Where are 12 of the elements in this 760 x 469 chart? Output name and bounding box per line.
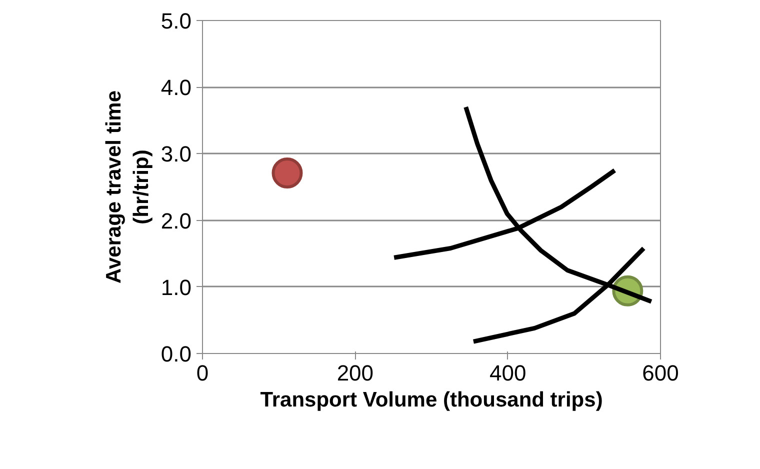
y-tick-label: 1.0 xyxy=(160,274,192,300)
y-tick-label: 3.0 xyxy=(160,142,192,167)
y-tick-label: 2.0 xyxy=(160,208,192,234)
x-axis-title: Transport Volume (thousand trips) xyxy=(260,388,603,412)
x-tick-label: 600 xyxy=(642,360,679,386)
y-tick-label: 0.0 xyxy=(160,342,192,366)
x-tick-label: 0 xyxy=(196,360,209,386)
x-tick-label: 400 xyxy=(489,360,526,386)
y-axis-title: Average travel time (hr/trip) xyxy=(102,90,153,284)
y-tick-label: 5.0 xyxy=(160,8,192,34)
x-tick-label: 200 xyxy=(336,360,374,386)
y-tick-label: 4.0 xyxy=(160,75,192,100)
